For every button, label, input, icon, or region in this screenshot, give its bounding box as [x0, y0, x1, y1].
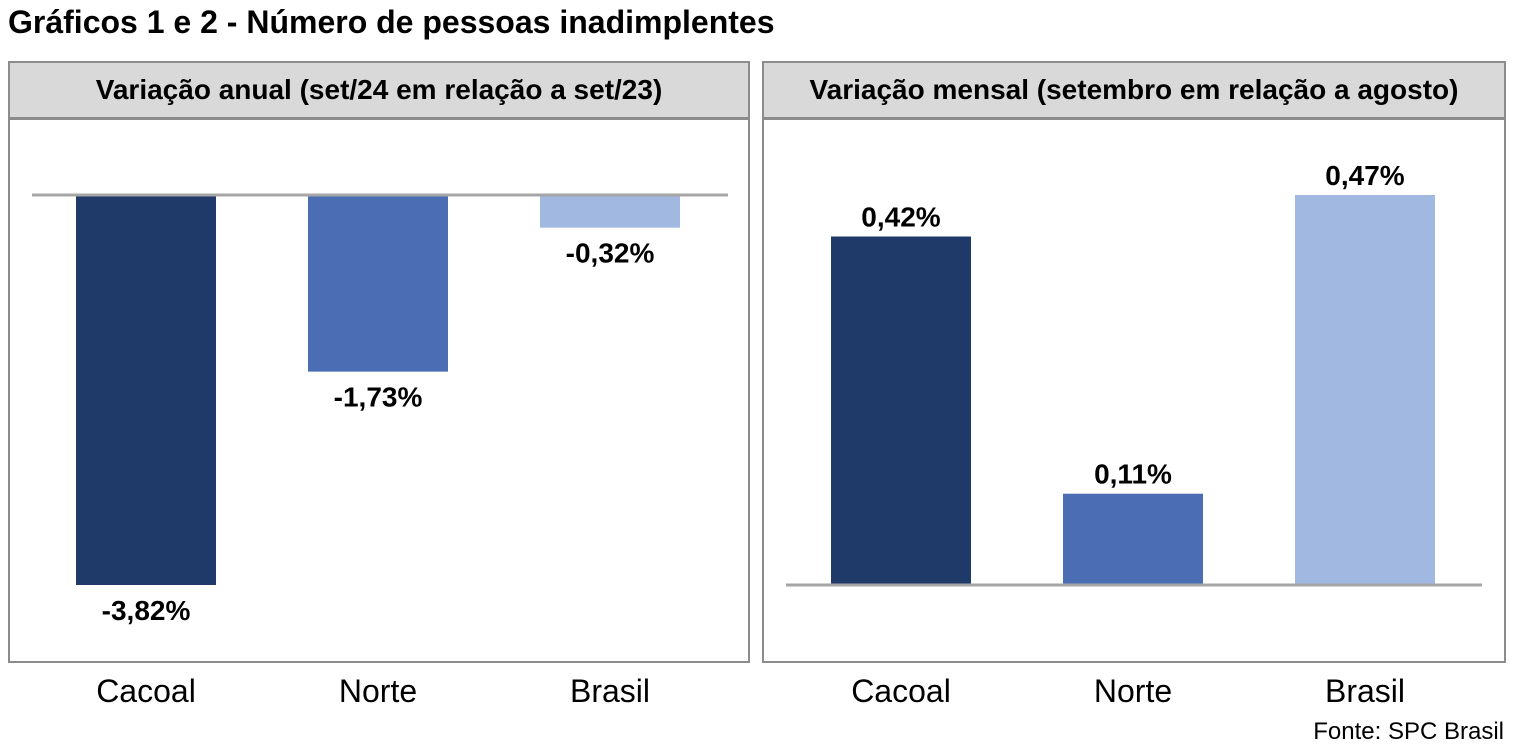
- monthly-category-label-norte: Norte: [1093, 673, 1173, 709]
- monthly-category-label-brasil: Brasil: [1324, 673, 1405, 709]
- annual-data-label-brasil: -0,32%: [566, 238, 655, 269]
- annual-chart-plot: -3,82% -1,73% -0,32%: [32, 193, 728, 626]
- annual-chart-title: Variação anual (set/24 em relação a set/…: [10, 63, 748, 120]
- monthly-chart-panel: Variação mensal (setembro em relação a a…: [762, 61, 1506, 663]
- monthly-bar-cacoal: [831, 236, 971, 585]
- monthly-category-label-cacoal: Cacoal: [851, 673, 951, 709]
- annual-category-label-brasil: Brasil: [569, 673, 650, 709]
- annual-bar-brasil: [540, 195, 680, 228]
- monthly-chart-title: Variação mensal (setembro em relação a a…: [764, 63, 1504, 120]
- annual-bar-cacoal: [76, 195, 216, 585]
- annual-data-label-cacoal: -3,82%: [102, 595, 191, 626]
- source-note: Fonte: SPC Brasil: [1313, 718, 1504, 745]
- annual-data-label-norte: -1,73%: [334, 382, 423, 413]
- monthly-data-label-cacoal: 0,42%: [861, 201, 940, 232]
- monthly-data-label-norte: 0,11%: [1094, 459, 1172, 490]
- monthly-chart-plot: 0,42% 0,11% 0,47%: [786, 160, 1482, 587]
- page-title: Gráficos 1 e 2 - Número de pessoas inadi…: [8, 4, 775, 40]
- annual-category-label-cacoal: Cacoal: [96, 673, 196, 709]
- annual-bar-norte: [308, 195, 448, 372]
- monthly-data-label-brasil: 0,47%: [1325, 160, 1404, 191]
- monthly-bar-brasil: [1295, 195, 1435, 585]
- annual-chart-panel: Variação anual (set/24 em relação a set/…: [8, 61, 750, 663]
- monthly-bar-norte: [1063, 493, 1203, 585]
- annual-category-label-norte: Norte: [338, 673, 418, 709]
